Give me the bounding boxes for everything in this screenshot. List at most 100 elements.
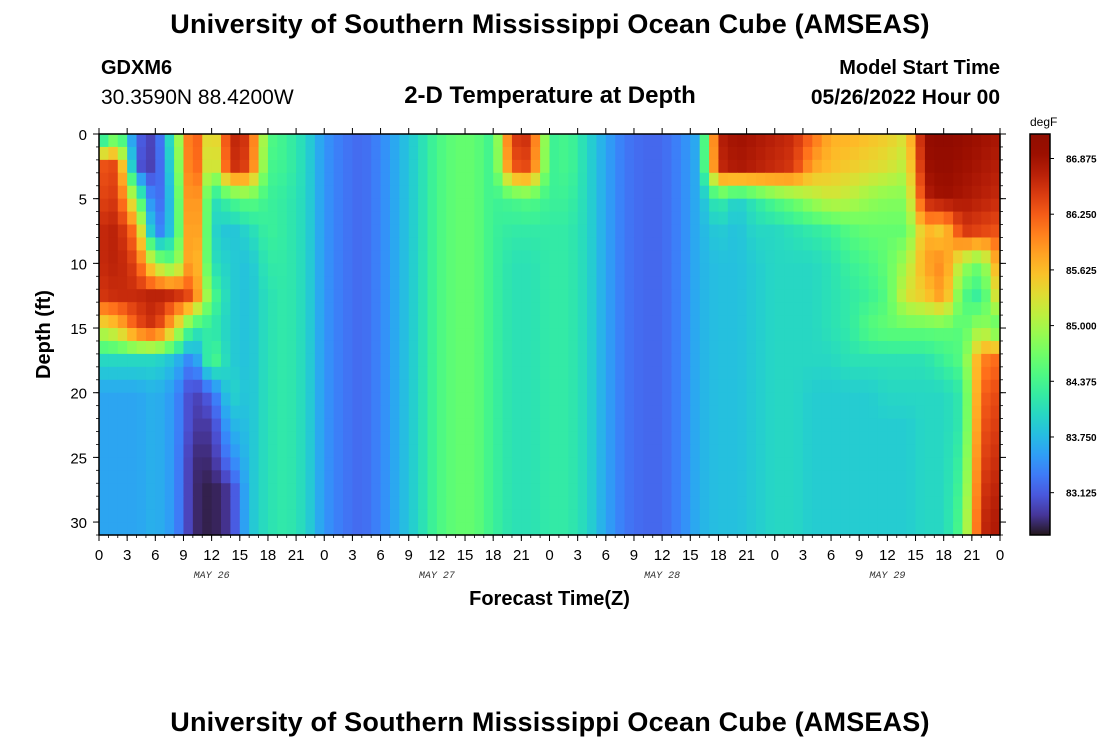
- heatmap-cell: [221, 263, 231, 277]
- heatmap-cell: [877, 211, 888, 226]
- heatmap-cell: [399, 276, 410, 290]
- heatmap-cell: [549, 315, 560, 329]
- heatmap-cell: [953, 146, 964, 161]
- heatmap-cell: [502, 198, 513, 213]
- heatmap-cell: [221, 328, 231, 342]
- heatmap-cell: [859, 431, 870, 446]
- heatmap-cell: [258, 185, 269, 200]
- heatmap-cell: [680, 470, 691, 484]
- heatmap-cell: [981, 237, 992, 252]
- heatmap-cell: [314, 418, 325, 433]
- heatmap-cell: [174, 159, 185, 174]
- heatmap-cell: [211, 185, 222, 200]
- heatmap-cell: [887, 263, 898, 277]
- heatmap-cell: [896, 250, 907, 264]
- heatmap-cell: [859, 522, 870, 536]
- heatmap-cell: [549, 302, 560, 316]
- heatmap-cell: [727, 431, 738, 446]
- heatmap-cell: [755, 276, 766, 290]
- heatmap-cell: [643, 289, 654, 303]
- heatmap-cell: [671, 263, 682, 277]
- heatmap-cell: [446, 418, 457, 433]
- heatmap-cell: [680, 237, 691, 252]
- heatmap-cell: [643, 224, 654, 239]
- heatmap-cell: [249, 237, 260, 252]
- heatmap-cell: [699, 289, 710, 303]
- heatmap-cell: [436, 509, 447, 523]
- heatmap-cell: [615, 392, 626, 407]
- heatmap-cell: [802, 418, 813, 433]
- heatmap-cell: [699, 509, 710, 523]
- heatmap-cell: [427, 509, 438, 523]
- heatmap-cell: [474, 496, 485, 510]
- heatmap-cell: [906, 509, 917, 523]
- heatmap-cell: [877, 379, 888, 394]
- heatmap-cell: [511, 276, 522, 290]
- heatmap-cell: [474, 172, 485, 187]
- heatmap-cell: [174, 418, 185, 433]
- heatmap-cell: [286, 418, 297, 433]
- heatmap-cell: [483, 198, 494, 213]
- heatmap-cell: [906, 340, 917, 355]
- heatmap-cell: [718, 483, 729, 497]
- heatmap-cell: [812, 211, 823, 226]
- heatmap-cell: [540, 276, 551, 290]
- heatmap-cell: [155, 237, 166, 252]
- heatmap-cell: [652, 340, 663, 355]
- heatmap-cell: [277, 366, 288, 381]
- heatmap-cell: [558, 353, 569, 368]
- x-tick-label: 9: [179, 547, 187, 564]
- heatmap-cell: [896, 418, 907, 433]
- heatmap-cell: [755, 457, 766, 471]
- heatmap-cell: [493, 315, 504, 329]
- x-tick-label: 12: [654, 547, 671, 564]
- heatmap-cell: [953, 289, 964, 303]
- heatmap-cell: [108, 340, 119, 355]
- heatmap-cell: [840, 379, 851, 394]
- heatmap-cell: [887, 211, 898, 226]
- heatmap-cell: [249, 134, 260, 148]
- heatmap-cell: [624, 509, 635, 523]
- heatmap-cell: [483, 522, 494, 536]
- heatmap-cell: [868, 405, 879, 420]
- heatmap-cell: [155, 302, 166, 316]
- heatmap-cell: [286, 457, 297, 471]
- heatmap-cell: [605, 470, 616, 484]
- heatmap-cell: [389, 263, 400, 277]
- heatmap-cell: [812, 159, 823, 174]
- heatmap-cell: [953, 509, 964, 523]
- heatmap-cell: [690, 250, 701, 264]
- heatmap-cell: [652, 289, 663, 303]
- heatmap-cell: [221, 289, 231, 303]
- heatmap-cell: [840, 509, 851, 523]
- heatmap-cell: [859, 405, 870, 420]
- heatmap-cell: [474, 483, 485, 497]
- heatmap-cell: [699, 470, 710, 484]
- heatmap-cell: [568, 496, 579, 510]
- heatmap-cell: [277, 444, 288, 458]
- heatmap-cell: [389, 198, 400, 213]
- heatmap-cell: [136, 159, 147, 174]
- heatmap-cell: [784, 379, 795, 394]
- heatmap-cell: [164, 159, 175, 174]
- heatmap-cell: [502, 522, 513, 536]
- heatmap-cell: [755, 172, 766, 187]
- heatmap-cell: [887, 276, 898, 290]
- heatmap-cell: [446, 289, 457, 303]
- heatmap-cell: [145, 509, 156, 523]
- heatmap-cell: [164, 134, 175, 148]
- heatmap-cell: [812, 431, 823, 446]
- heatmap-cell: [755, 353, 766, 368]
- heatmap-cell: [587, 237, 598, 252]
- heatmap-cell: [587, 146, 598, 161]
- heatmap-cell: [202, 457, 213, 471]
- heatmap-cell: [436, 276, 447, 290]
- heatmap-cell: [99, 302, 109, 316]
- heatmap-cell: [887, 250, 898, 264]
- heatmap-cell: [699, 353, 710, 368]
- heatmap-cell: [258, 522, 269, 536]
- heatmap-cell: [727, 418, 738, 433]
- heatmap-cell: [971, 146, 982, 161]
- heatmap-cell: [174, 185, 185, 200]
- heatmap-cell: [680, 366, 691, 381]
